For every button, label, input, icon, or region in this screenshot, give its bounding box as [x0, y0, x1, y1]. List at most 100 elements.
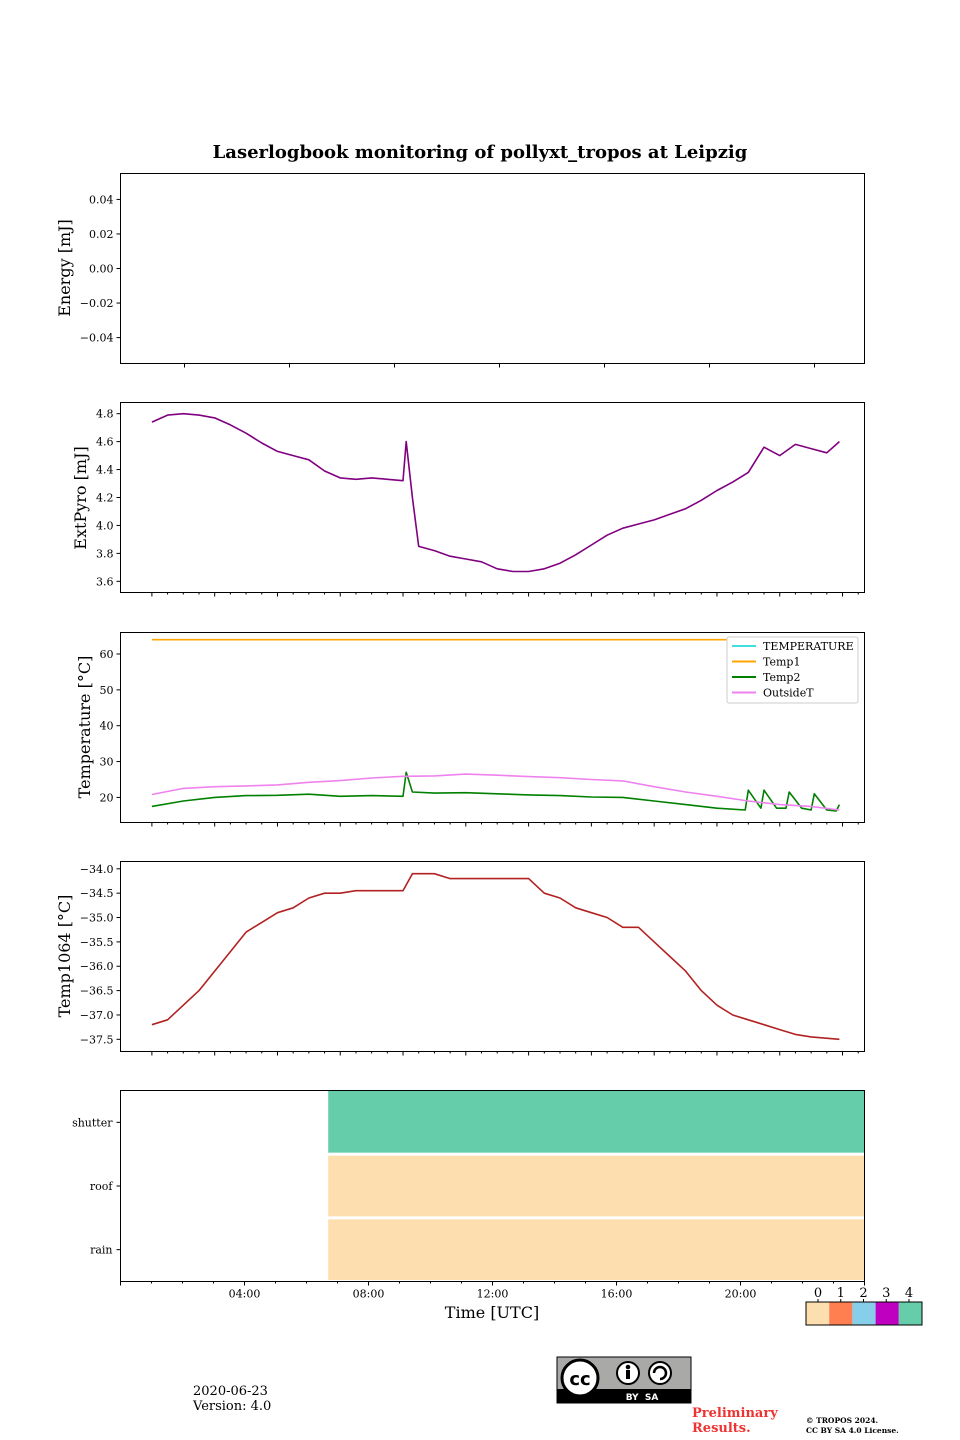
- legend-label-outsidet: OutsideT: [763, 687, 814, 700]
- energy-ytick-label: −0.04: [80, 332, 114, 345]
- results-text: Results.: [692, 1421, 751, 1436]
- temperature-ytick-label: 30: [100, 756, 114, 769]
- status-segments: [328, 1090, 865, 1280]
- status-segment-shutter: [328, 1090, 865, 1153]
- temp1064-ytick-label: −34.5: [80, 887, 114, 900]
- extpyro-panel: ExtPyro [mJ] 4.8 4.6 4.4 4.2 4.0 3.8 3.6: [71, 402, 865, 597]
- colorbar-label-4: 4: [905, 1286, 913, 1301]
- colorbar-swatch-3: [875, 1302, 899, 1325]
- temp1064-panel: Temp1064 [°C] −34.0−34.5−35.0−35.5−36.0−…: [55, 861, 865, 1056]
- time-xtick-label: 08:00: [353, 1288, 385, 1301]
- temp1064-axes-frame: [120, 861, 865, 1052]
- temp1064-lines: [151, 872, 840, 1041]
- legend-label-temp2: Temp2: [763, 671, 800, 684]
- energy-ytick-label: 0.00: [89, 263, 114, 276]
- time-xtick-label: 12:00: [477, 1288, 509, 1301]
- copyright-text: © TROPOS 2024.: [806, 1416, 879, 1425]
- energy-ylabel: Energy [mJ]: [55, 219, 74, 317]
- footer-date: 2020-06-23: [193, 1384, 268, 1399]
- legend-label-temperature: TEMPERATURE: [763, 640, 854, 653]
- energy-ytick-label: 0.02: [89, 228, 114, 241]
- status-axes-frame: [120, 1090, 865, 1282]
- temp1064-ytick-label: −34.0: [80, 863, 114, 876]
- temperature-lines: [151, 638, 841, 812]
- temp1064-xtickmarks: [151, 1051, 859, 1056]
- extpyro-ytick-label: 4.8: [96, 408, 114, 421]
- extpyro-axes-frame: [120, 402, 865, 593]
- temp1064-ytick-label: −35.5: [80, 936, 114, 949]
- temp1064-ytick-label: −35.0: [80, 912, 114, 925]
- footer-info: 2020-06-23 Version: 4.0: [193, 1384, 271, 1414]
- license-text: CC BY SA 4.0 License.: [806, 1426, 899, 1435]
- cc-logo-icon-glyph: cc: [569, 1369, 590, 1390]
- extpyro-ytick-label: 4.6: [96, 436, 114, 449]
- temperature-ytick-label: 50: [100, 684, 114, 697]
- by-attribution-icon-head: [625, 1364, 631, 1370]
- status-row-label-rain: rain: [90, 1244, 112, 1257]
- energy-ytick-label: 0.04: [89, 193, 114, 206]
- energy-yticks: 0.04 0.02 0.00 −0.02 −0.04: [80, 193, 121, 345]
- series-line-extpyro: [151, 412, 840, 573]
- cc-badge-text: BY SA: [626, 1393, 659, 1403]
- energy-ytick-label: −0.02: [80, 297, 114, 310]
- temperature-xtickmarks: [151, 822, 859, 827]
- temp1064-ylabel: Temp1064 [°C]: [55, 895, 74, 1018]
- extpyro-ytick-label: 4.0: [96, 519, 114, 532]
- temperature-ylabel: Temperature [°C]: [75, 656, 94, 799]
- status-row-label-roof: roof: [90, 1180, 114, 1193]
- status-segment-roof: [328, 1155, 865, 1217]
- colorbar-swatch-2: [852, 1302, 876, 1325]
- copyright-notice: © TROPOS 2024. CC BY SA 4.0 License.: [806, 1416, 899, 1436]
- energy-xtickmarks: [184, 363, 815, 368]
- colorbar-label-0: 0: [814, 1286, 822, 1301]
- extpyro-xtickmarks: [151, 592, 859, 597]
- status-row-label-shutter: shutter: [72, 1116, 113, 1129]
- temperature-legend: TEMPERATURE Temp1 Temp2 OutsideT: [726, 636, 859, 704]
- footer-version: Version: 4.0: [193, 1399, 272, 1414]
- temp1064-ytick-label: −37.5: [80, 1033, 114, 1046]
- time-xlabel: Time [UTC]: [445, 1303, 539, 1322]
- status-panel: shutter roof rain 04:00 08:00 12:00 16:00 20:0…: [72, 1090, 865, 1322]
- status-segment-rain: [328, 1219, 865, 1280]
- cc-logo-icon: [560, 1358, 600, 1398]
- temp1064-yticks: −34.0 −34.5 −35.0 −35.5 −36.0 −36.5 −37.0 −37.5: [80, 863, 121, 1046]
- preliminary-text: Preliminary: [692, 1406, 778, 1421]
- colorbar-label-1: 1: [837, 1286, 845, 1301]
- extpyro-ytick-label: 3.8: [96, 547, 114, 560]
- colorbar-swatch-0: [806, 1302, 830, 1325]
- extpyro-ytick-label: 4.4: [96, 464, 114, 477]
- legend-box: [726, 636, 859, 704]
- colorbar-swatch-4: [898, 1302, 922, 1325]
- time-xtick-label: 04:00: [229, 1288, 261, 1301]
- extpyro-lines: [151, 412, 840, 573]
- colorbar-label-2: 2: [859, 1286, 867, 1301]
- temp1064-ytick-label: −37.0: [80, 1009, 114, 1022]
- temperature-yticks: 60 50 40 30 20: [100, 648, 121, 804]
- legend-label-temp1: Temp1: [763, 656, 800, 669]
- extpyro-ytick-label: 3.6: [96, 575, 114, 588]
- colorbar-swatch-1: [829, 1302, 853, 1325]
- energy-panel: Energy [mJ] 0.04 0.02 0.00 −0.02 −0.04: [55, 173, 865, 368]
- time-xtick-label: 20:00: [725, 1288, 757, 1301]
- extpyro-yticks: 4.8 4.6 4.4 4.2 4.0 3.8 3.6: [96, 408, 121, 588]
- time-xtick-label: 16:00: [601, 1288, 633, 1301]
- preliminary-notice: Preliminary Results.: [692, 1406, 778, 1436]
- cc-license-badge[interactable]: cc BY SA: [556, 1356, 692, 1404]
- temperature-ytick-label: 40: [100, 720, 114, 733]
- temperature-axes-frame: [120, 632, 865, 823]
- colorbar-label-3: 3: [882, 1286, 890, 1301]
- status-row-labels: shutter roof rain: [72, 1116, 121, 1257]
- temp1064-ytick-label: −36.0: [80, 960, 114, 973]
- temp1064-ytick-label: −36.5: [80, 985, 114, 998]
- extpyro-ytick-label: 4.2: [96, 492, 114, 505]
- sa-sharealike-icon-arrow: [652, 1365, 668, 1381]
- series-line-outsidet: [151, 773, 840, 811]
- energy-axes-frame: [120, 173, 865, 364]
- time-xticks: 04:00 08:00 12:00 16:00 20:00: [120, 1281, 865, 1301]
- series-line-temp2: [151, 771, 841, 812]
- chart-title: Laserlogbook monitoring of pollyxt_tropo…: [213, 142, 748, 163]
- temperature-ytick-label: 20: [100, 791, 114, 804]
